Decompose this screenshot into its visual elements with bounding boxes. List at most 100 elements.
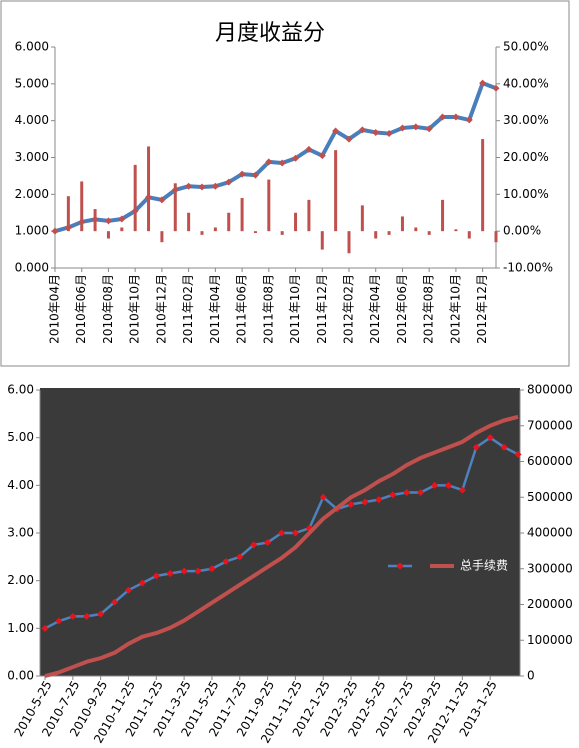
- y-tick-label: 4.000: [15, 113, 49, 127]
- y-tick-label: 6.000: [15, 40, 49, 54]
- x-tick-label: 2011年04月: [208, 274, 222, 344]
- bar: [227, 212, 231, 232]
- y2-tick-label: 700000: [527, 418, 573, 432]
- x-tick-label: 2012年10月: [448, 274, 462, 344]
- marker: [361, 498, 369, 506]
- bar: [467, 231, 471, 239]
- y2-tick-label: 30.00%: [503, 113, 549, 127]
- marker: [69, 612, 77, 620]
- marker: [171, 186, 179, 194]
- x-tick-label: 2010年10月: [128, 274, 142, 344]
- y2-tick-label: 0.00%: [503, 224, 541, 238]
- y2-tick-label: 400000: [527, 526, 573, 540]
- marker: [225, 178, 233, 186]
- y2-tick-label: 500000: [527, 490, 573, 504]
- marker: [97, 610, 105, 618]
- marker: [124, 586, 132, 594]
- bar: [213, 227, 217, 232]
- x-tick-label: 2011年12月: [315, 274, 329, 344]
- marker: [345, 135, 353, 143]
- x-tick-label: 2012年02月: [342, 274, 356, 344]
- bar: [360, 205, 364, 232]
- y2-tick-label: 300000: [527, 561, 573, 575]
- bar: [387, 231, 391, 235]
- marker: [292, 154, 300, 162]
- x-tick-label: 2012年08月: [422, 274, 436, 344]
- bar: [187, 212, 191, 232]
- bar: [347, 231, 351, 254]
- bar: [334, 150, 338, 232]
- marker: [222, 558, 230, 566]
- y-tick-label: 5.00: [7, 430, 34, 444]
- x-tick-label: 2010年08月: [101, 274, 115, 344]
- marker: [452, 113, 460, 121]
- marker: [458, 486, 466, 494]
- y2-tick-label: 0: [527, 669, 535, 683]
- y2-tick-label: 600000: [527, 454, 573, 468]
- marker: [412, 123, 420, 131]
- x-tick-label: 2012年06月: [395, 274, 409, 344]
- bar: [240, 198, 244, 232]
- y2-tick-label: 50.00%: [503, 40, 549, 54]
- bar: [173, 183, 177, 232]
- legend-label: 总手续费: [460, 559, 508, 573]
- y-tick-label: 2.00: [7, 573, 34, 587]
- bar: [147, 146, 151, 232]
- marker: [78, 218, 86, 226]
- bar: [374, 231, 378, 239]
- marker: [152, 572, 160, 580]
- chart-title: 月度收益分: [215, 21, 325, 46]
- x-tick-label: 2010年06月: [74, 274, 88, 344]
- bar: [294, 212, 298, 232]
- bar: [66, 196, 70, 232]
- y-tick-label: 3.00: [7, 526, 34, 540]
- marker: [318, 152, 326, 160]
- y-tick-label: 1.000: [15, 224, 49, 238]
- marker: [375, 496, 383, 504]
- marker: [145, 193, 153, 201]
- marker: [91, 215, 99, 223]
- y2-tick-label: 200000: [527, 597, 573, 611]
- marker: [138, 579, 146, 587]
- bar: [106, 231, 110, 239]
- marker: [486, 434, 494, 442]
- marker: [111, 598, 119, 606]
- bar: [494, 231, 498, 243]
- marker: [347, 500, 355, 508]
- marker: [41, 624, 49, 632]
- x-tick-label: 2011年08月: [261, 274, 275, 344]
- marker: [278, 529, 285, 537]
- marker: [305, 145, 313, 153]
- bar: [160, 231, 164, 243]
- bar: [280, 231, 284, 235]
- bar: [454, 229, 458, 232]
- bar: [307, 199, 311, 232]
- y-tick-label: 5.000: [15, 76, 49, 90]
- bar: [267, 179, 271, 232]
- marker: [64, 223, 72, 231]
- series-line: [54, 81, 497, 234]
- marker: [358, 126, 366, 134]
- marker: [514, 450, 522, 458]
- marker: [198, 183, 206, 191]
- marker: [211, 182, 219, 190]
- legend-marker: [396, 562, 404, 570]
- marker: [500, 443, 508, 451]
- y2-tick-label: 20.00%: [503, 150, 549, 164]
- marker: [332, 127, 340, 135]
- x-tick-label: 2011年02月: [181, 274, 195, 344]
- marker: [265, 158, 273, 166]
- y2-tick-label: 100000: [527, 633, 573, 647]
- x-tick-label: 2010年12月: [154, 274, 168, 344]
- marker: [291, 529, 299, 537]
- chart-frame: [0, 0, 570, 367]
- series-line: [44, 414, 519, 678]
- marker: [417, 488, 425, 496]
- marker: [479, 79, 487, 87]
- marker: [55, 617, 63, 625]
- y-tick-label: 1.00: [7, 621, 34, 635]
- bar: [133, 164, 137, 232]
- y2-tick-label: 800000: [527, 383, 573, 397]
- marker: [185, 182, 193, 190]
